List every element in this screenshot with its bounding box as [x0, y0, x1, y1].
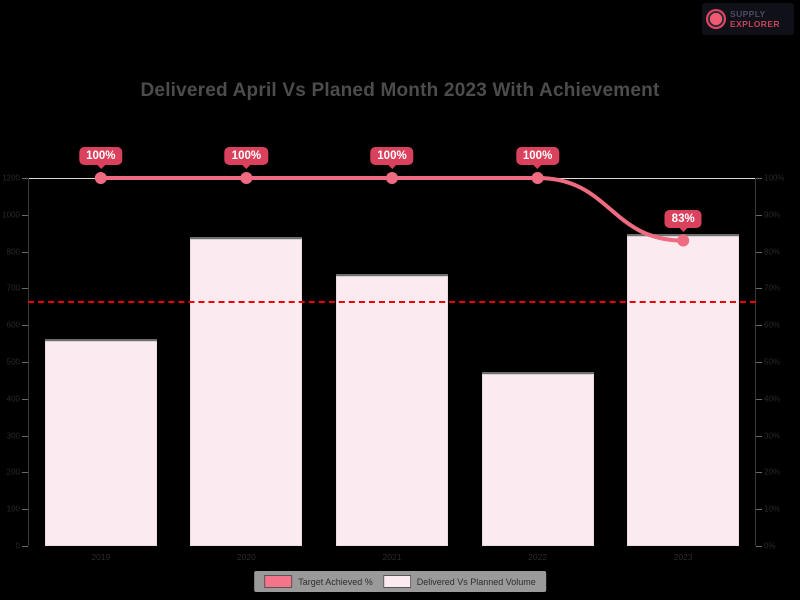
legend-label-target: Target Achieved %	[298, 576, 373, 587]
y-tick-label-right: 90%	[764, 210, 781, 220]
line-data-label: 100%	[224, 147, 269, 165]
brand-logo: SUPPLY EXPLORER	[702, 3, 794, 35]
bar-cap	[336, 274, 448, 278]
y-tick-left	[22, 362, 28, 363]
bar-cap	[44, 338, 157, 342]
y-tick-right	[756, 251, 762, 253]
legend-label-volume: Delivered Vs Planned Volume	[416, 576, 536, 587]
plot-area: 1200 1000 800 700 600 500 400 300 200 100 0 100% 90…	[2, 147, 784, 562]
y-tick-label-right: 40%	[764, 394, 781, 404]
line-data-label: 100%	[79, 147, 123, 165]
y-tick-left	[22, 288, 28, 290]
y-tick-label-right: 10%	[764, 504, 781, 514]
y-tick-right	[756, 325, 762, 327]
x-axis-label: 2021	[382, 552, 402, 562]
bar[interactable]	[190, 237, 303, 546]
y-tick-label-left: 0	[15, 541, 20, 551]
bar[interactable]	[44, 338, 157, 546]
y-tick-label-left: 400	[6, 394, 20, 404]
y-tick-right	[756, 509, 762, 511]
chart-title: Delivered April Vs Planed Month 2023 Wit…	[140, 80, 660, 101]
y-tick-left	[22, 325, 28, 327]
y-tick-label-left: 1200	[2, 173, 20, 183]
y-axis-right	[755, 178, 756, 546]
legend-swatch-target	[264, 575, 293, 588]
y-tick-label-right: 0%	[764, 541, 776, 551]
globe-icon	[706, 9, 726, 29]
y-tick-label-left: 500	[6, 357, 20, 367]
legend-item-0[interactable]: Target Achieved %	[264, 575, 373, 588]
y-tick-right	[756, 398, 762, 400]
y-tick-left	[22, 214, 28, 216]
bar-cap	[481, 372, 594, 376]
y-tick-left	[22, 546, 28, 547]
x-axis-label: 2019	[91, 552, 111, 562]
y-tick-right	[756, 362, 762, 363]
line-data-label: 100%	[370, 147, 414, 165]
bar[interactable]	[336, 274, 448, 546]
logo-line-1: SUPPLY	[730, 8, 766, 19]
chart-legend: Target Achieved % Delivered Vs Planned V…	[254, 571, 546, 592]
logo-wordmark: SUPPLY EXPLORER	[730, 8, 780, 29]
x-axis-label: 2020	[236, 552, 256, 562]
y-tick-left	[22, 472, 28, 474]
y-tick-label-right: 80%	[764, 247, 781, 257]
logo-line-2: EXPLORER	[730, 19, 780, 29]
y-tick-right	[756, 214, 762, 216]
y-tick-left	[22, 178, 28, 179]
y-tick-label-right: 60%	[764, 320, 781, 330]
y-tick-label-left: 100	[6, 504, 20, 514]
y-tick-left	[22, 509, 28, 511]
y-tick-right	[756, 288, 762, 290]
y-tick-label-left: 300	[6, 431, 20, 441]
y-tick-label-left: 1000	[2, 210, 20, 220]
y-tick-label-right: 20%	[764, 467, 781, 477]
x-axis-label: 2022	[528, 552, 548, 562]
y-tick-left	[22, 435, 28, 437]
line-data-label: 83%	[664, 209, 702, 228]
legend-item-1[interactable]: Delivered Vs Planned Volume	[382, 575, 536, 588]
y-tick-left	[22, 398, 28, 400]
y-tick-label-left: 800	[6, 247, 20, 257]
y-tick-right	[756, 178, 762, 179]
y-tick-right	[756, 435, 762, 437]
bar-cap	[190, 237, 303, 241]
bar[interactable]	[481, 372, 594, 546]
y-tick-left	[22, 251, 28, 253]
y-tick-label-left: 600	[6, 320, 20, 330]
y-axis-left	[28, 178, 29, 546]
y-tick-label-right: 70%	[764, 283, 781, 293]
line-series	[94, 172, 690, 247]
y-tick-label-left: 200	[6, 467, 20, 477]
x-axis-label: 2023	[673, 552, 693, 562]
y-tick-right	[756, 546, 762, 547]
threshold-line	[28, 300, 756, 303]
y-tick-label-right: 50%	[764, 357, 781, 367]
y-tick-label-right: 100%	[764, 173, 785, 183]
y-tick-label-left: 700	[6, 283, 20, 293]
y-tick-label-right: 30%	[764, 431, 781, 441]
line-data-label: 100%	[515, 147, 560, 165]
legend-swatch-volume	[382, 575, 411, 588]
y-tick-right	[756, 472, 762, 474]
